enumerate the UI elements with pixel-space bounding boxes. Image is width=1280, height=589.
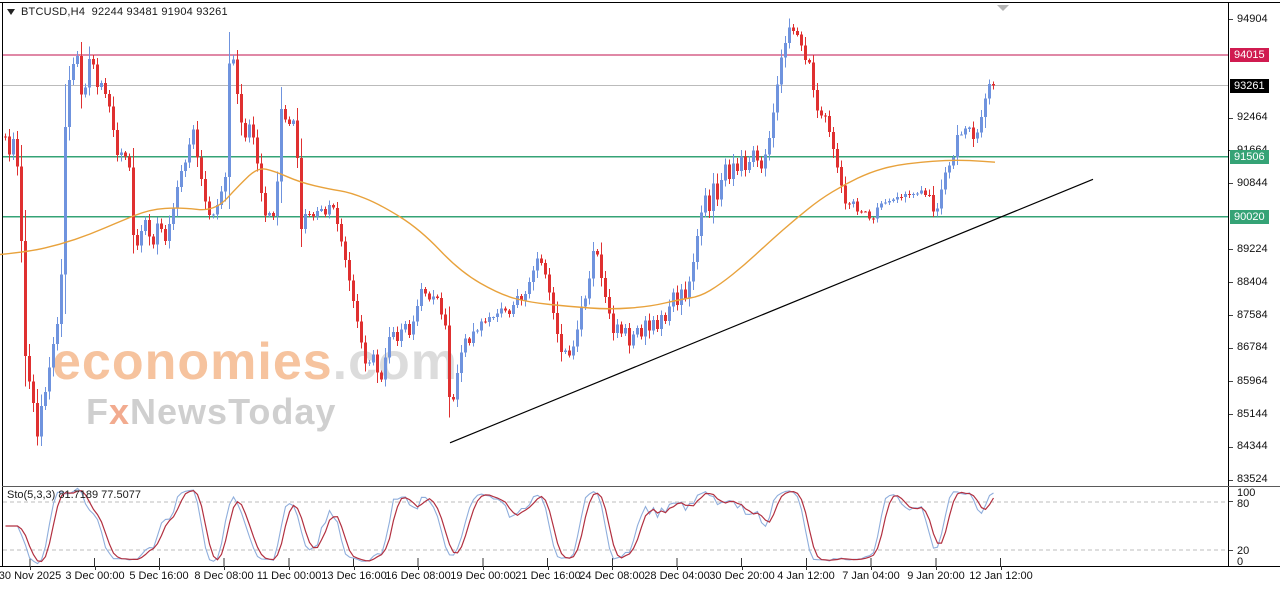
date-tick-mark xyxy=(548,566,549,570)
date-tick-label: 13 Dec 16:00 xyxy=(321,570,387,582)
date-tick-label: 30 Nov 2025 xyxy=(0,570,62,582)
price-tick-mark xyxy=(1229,282,1233,283)
date-tick-label: 8 Dec 08:00 xyxy=(194,570,254,582)
price-badge-resistance: 94015 xyxy=(1230,48,1269,62)
price-tick-mark xyxy=(1229,249,1233,250)
price-tick-label: 92464 xyxy=(1237,111,1268,123)
date-tick-mark xyxy=(418,566,419,570)
price-badge-support-2: 90020 xyxy=(1230,210,1269,224)
price-tick-mark xyxy=(1229,315,1233,316)
date-tick-label: 5 Dec 16:00 xyxy=(129,570,189,582)
price-tick-mark xyxy=(1229,480,1233,481)
price-tick-mark xyxy=(1229,447,1233,448)
date-tick-mark xyxy=(95,566,96,570)
price-tick-label: 94904 xyxy=(1237,13,1268,25)
date-tick-mark xyxy=(871,566,872,570)
sto-scale-label: 0 xyxy=(1237,556,1244,568)
date-tick-label: 16 Dec 08:00 xyxy=(385,570,451,582)
date-tick-label: 12 Jan 12:00 xyxy=(969,570,1033,582)
date-tick-label: 24 Dec 08:00 xyxy=(579,570,645,582)
price-tick-mark xyxy=(1229,414,1233,415)
sto-tick-mark xyxy=(1229,501,1233,502)
sto-scale-label: 20 xyxy=(1237,545,1250,557)
chart-shift-icon[interactable] xyxy=(997,5,1009,11)
watermark-subbrand: FxNewsToday xyxy=(86,391,337,432)
price-tick-label: 85144 xyxy=(1237,408,1268,420)
price-tick-mark xyxy=(1229,381,1233,382)
date-tick-label: 21 Dec 16:00 xyxy=(515,570,581,582)
panel-separator[interactable] xyxy=(2,486,1280,487)
price-badge-support-1: 91506 xyxy=(1230,150,1269,164)
price-tick-mark xyxy=(1229,118,1233,119)
frame-right-border xyxy=(1228,2,1229,566)
sto-scale-label: 80 xyxy=(1237,498,1250,510)
price-tick-label: 87584 xyxy=(1237,309,1268,321)
indicator-label: Sto(5,3,3) 81.7189 77.5077 xyxy=(7,489,141,501)
symbol-dropdown-icon[interactable] xyxy=(7,9,15,15)
date-tick-mark xyxy=(289,566,290,570)
price-chart-canvas[interactable] xyxy=(0,0,1228,486)
watermark-brand-line: economies.com xyxy=(52,336,458,388)
price-tick-label: 84344 xyxy=(1237,440,1268,452)
price-tick-mark xyxy=(1229,348,1233,349)
date-tick-mark xyxy=(483,566,484,570)
date-tick-label: 3 Dec 00:00 xyxy=(65,570,125,582)
price-tick-mark xyxy=(1229,19,1233,20)
date-tick-label: 19 Dec 00:00 xyxy=(450,570,516,582)
date-tick-label: 28 Dec 04:00 xyxy=(644,570,710,582)
watermark-tld: .com xyxy=(332,333,459,391)
date-tick-label: 30 Dec 20:00 xyxy=(709,570,775,582)
price-tick-mark xyxy=(1229,183,1233,184)
symbol-title: BTCUSD,H4 92244 93481 91904 93261 xyxy=(21,6,228,18)
price-tick-label: 83524 xyxy=(1237,473,1268,485)
stochastic-canvas[interactable] xyxy=(0,486,1228,566)
date-tick-mark xyxy=(159,566,160,570)
watermark-x-glyph: x xyxy=(109,391,131,432)
date-tick-mark xyxy=(30,566,31,570)
frame-left-border xyxy=(2,2,3,566)
date-tick-mark xyxy=(224,566,225,570)
watermark: economies.com FxNewsToday xyxy=(52,336,458,430)
time-axis[interactable]: 30 Nov 2025 3 Dec 00:00 5 Dec 16:00 8 Dec 0… xyxy=(0,566,1280,589)
sto-tick-mark xyxy=(1229,550,1233,551)
date-tick-label: 9 Jan 20:00 xyxy=(907,570,965,582)
price-tick-label: 90844 xyxy=(1237,177,1268,189)
date-tick-mark xyxy=(354,566,355,570)
title-bar[interactable]: BTCUSD,H4 92244 93481 91904 93261 xyxy=(7,6,228,18)
date-tick-mark xyxy=(806,566,807,570)
frame-top-border xyxy=(0,2,1280,3)
price-badge-current: 93261 xyxy=(1230,79,1269,93)
date-tick-label: 4 Jan 12:00 xyxy=(777,570,835,582)
date-tick-mark xyxy=(677,566,678,570)
date-tick-mark xyxy=(742,566,743,570)
price-tick-label: 85964 xyxy=(1237,375,1268,387)
watermark-brand: economies xyxy=(52,333,333,391)
date-tick-mark xyxy=(1001,566,1002,570)
price-tick-label: 88404 xyxy=(1237,276,1268,288)
date-tick-mark xyxy=(612,566,613,570)
date-tick-label: 7 Jan 04:00 xyxy=(842,570,900,582)
sto-scale-label: 100 xyxy=(1237,487,1256,499)
price-tick-label: 86784 xyxy=(1237,341,1268,353)
price-tick-label: 89224 xyxy=(1237,243,1268,255)
frame-bottom-border xyxy=(0,566,1280,567)
price-axis[interactable]: 9490492464916649084489224884048758486784… xyxy=(1229,0,1280,589)
date-tick-mark xyxy=(936,566,937,570)
ohlc-values: 92244 93481 91904 93261 xyxy=(91,6,228,18)
date-tick-label: 11 Dec 00:00 xyxy=(256,570,322,582)
